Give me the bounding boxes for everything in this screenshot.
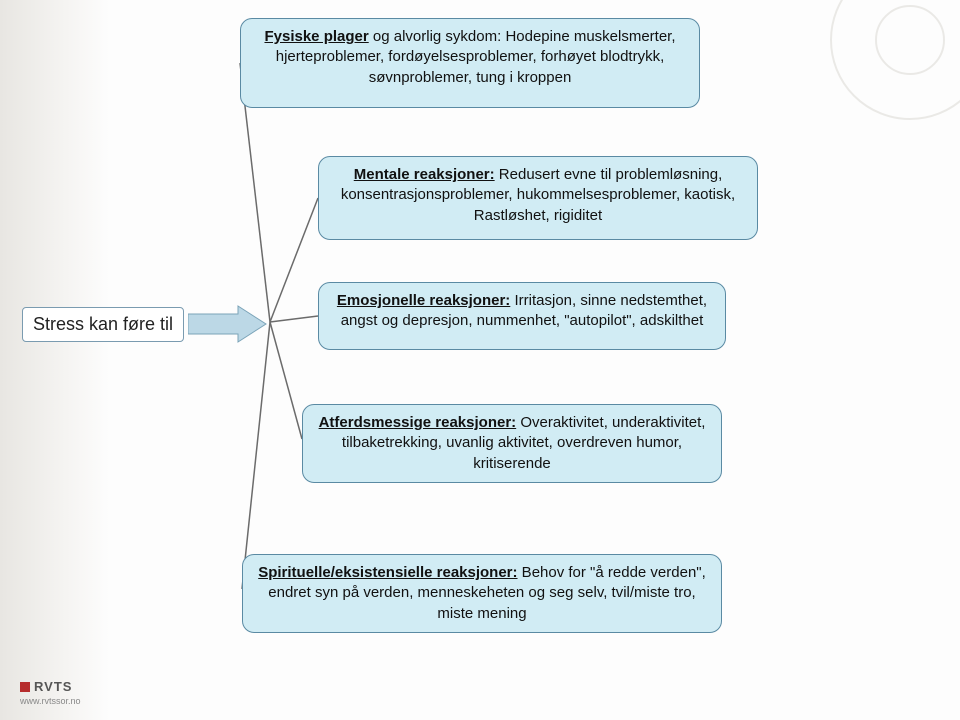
card-title: Mentale reaksjoner: xyxy=(354,166,495,183)
source-label: Stress kan føre til xyxy=(22,307,184,342)
card-title: Atferdsmessige reaksjoner: xyxy=(319,414,517,431)
source-arrow-icon xyxy=(188,304,268,344)
decorative-stamp-inner xyxy=(875,5,945,75)
logo-text: RVTS xyxy=(34,679,72,694)
card-mental: Mentale reaksjoner: Redusert evne til pr… xyxy=(318,156,758,240)
decorative-stamp xyxy=(830,0,960,120)
logo: RVTS www.rvtssor.no xyxy=(20,679,81,706)
card-spiritual: Spirituelle/eksistensielle reaksjoner: B… xyxy=(242,554,722,633)
card-emotional: Emosjonelle reaksjoner: Irritasjon, sinn… xyxy=(318,282,726,350)
card-title: Emosjonelle reaksjoner: xyxy=(337,292,510,309)
logo-url: www.rvtssor.no xyxy=(20,696,81,706)
card-title: Spirituelle/eksistensielle reaksjoner: xyxy=(258,564,517,581)
source-node: Stress kan føre til xyxy=(22,304,268,344)
card-title: Fysiske plager xyxy=(264,28,368,45)
card-behavioral: Atferdsmessige reaksjoner: Overaktivitet… xyxy=(302,404,722,483)
logo-icon xyxy=(20,682,30,692)
card-physical: Fysiske plager og alvorlig sykdom: Hodep… xyxy=(240,18,700,108)
background-left-strip xyxy=(0,0,110,720)
